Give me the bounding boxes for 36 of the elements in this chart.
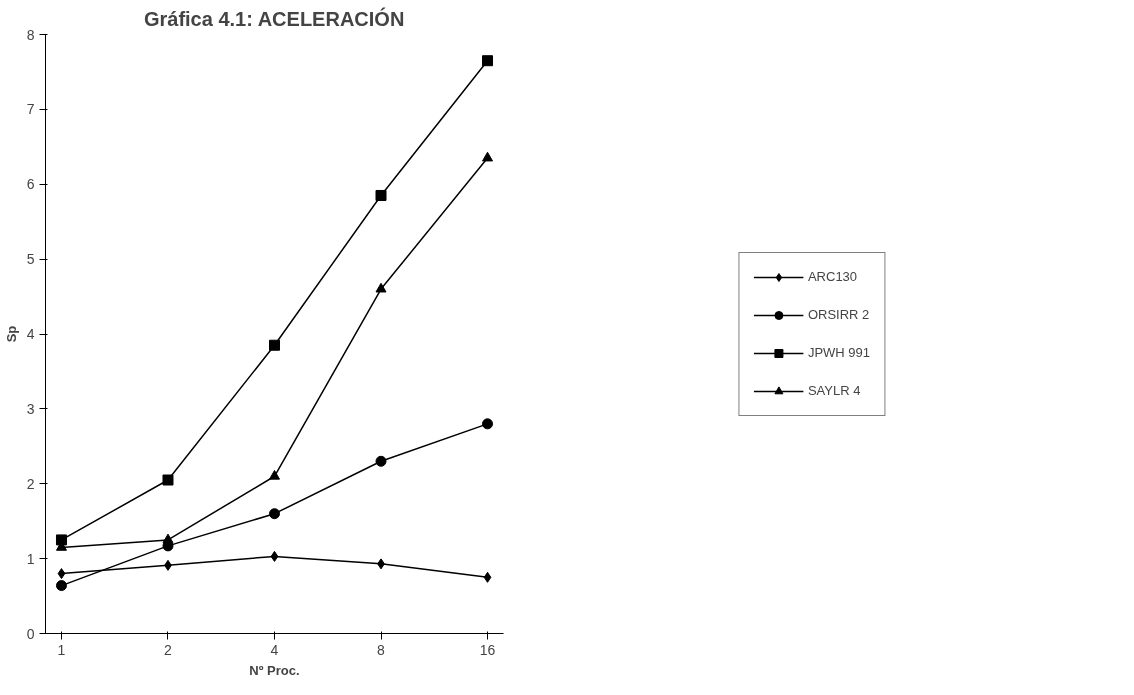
point [375,455,387,467]
point [57,568,66,580]
point [482,418,494,430]
chart-title: Gráfica 4.1: ACELERACIÓN [143,6,405,30]
y-tick-label: 2 [26,475,35,492]
point [269,339,280,351]
point [269,469,280,480]
point [375,189,387,201]
x-tick-label: 4 [270,641,279,658]
y-tick-label: 3 [26,400,35,417]
point [269,508,280,520]
legend-label: JPWH 991 [807,345,871,360]
x-tick-label: 16 [479,641,496,658]
point [162,474,174,486]
point [375,282,387,293]
x-tick-label: 2 [164,641,173,658]
y-tick-label: 4 [26,326,35,342]
y-tick-label: 6 [26,176,35,193]
y-tick-label: 0 [26,625,35,642]
point [483,571,492,583]
point [162,533,174,544]
point [270,550,279,562]
point [55,580,67,592]
y-tick-label: 7 [26,101,35,118]
legend-label: ORSIRR 2 [807,307,870,322]
legend-label: SAYLR 4 [807,383,861,398]
y-tick-label: 5 [26,251,35,268]
x-tick-label: 8 [377,641,386,658]
y-tick-label: 8 [26,26,35,43]
point [482,55,494,67]
point [482,151,494,162]
y-tick-label: 1 [26,550,35,567]
y-axis-title: Sp [3,325,19,343]
x-axis-title: Nº Proc. [249,662,300,678]
x-tick-label: 1 [57,641,66,658]
legend-label: ARC130 [807,269,858,284]
